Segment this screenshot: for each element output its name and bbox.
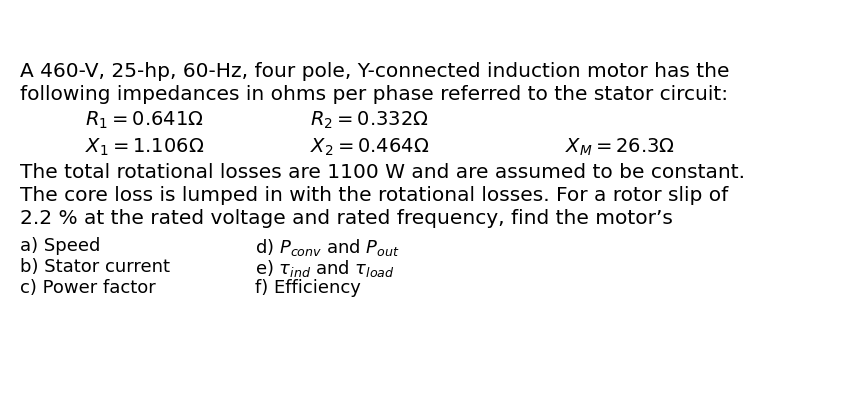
Text: $R_2 = 0.332\Omega$: $R_2 = 0.332\Omega$ — [310, 110, 429, 131]
Text: The core loss is lumped in with the rotational losses. For a rotor slip of: The core loss is lumped in with the rota… — [20, 186, 728, 205]
Text: b) Stator current: b) Stator current — [20, 258, 170, 276]
Text: e) $\tau_{ind}$ and $\tau_{load}$: e) $\tau_{ind}$ and $\tau_{load}$ — [255, 258, 395, 279]
Text: f) Efficiency: f) Efficiency — [255, 279, 361, 297]
Text: d) $P_{conv}$ and $P_{out}$: d) $P_{conv}$ and $P_{out}$ — [255, 237, 400, 258]
Text: The total rotational losses are 1100 W and are assumed to be constant.: The total rotational losses are 1100 W a… — [20, 163, 745, 182]
Text: $X_M = 26.3\Omega$: $X_M = 26.3\Omega$ — [565, 137, 675, 158]
Text: A 460-V, 25-hp, 60-Hz, four pole, Y-connected induction motor has the: A 460-V, 25-hp, 60-Hz, four pole, Y-conn… — [20, 62, 729, 81]
Text: $R_1 = 0.641\Omega$: $R_1 = 0.641\Omega$ — [85, 110, 204, 131]
Text: a) Speed: a) Speed — [20, 237, 100, 255]
Text: $X_1 = 1.106\Omega$: $X_1 = 1.106\Omega$ — [85, 137, 204, 158]
Text: c) Power factor: c) Power factor — [20, 279, 156, 297]
Text: following impedances in ohms per phase referred to the stator circuit:: following impedances in ohms per phase r… — [20, 85, 728, 104]
Text: 2.2 % at the rated voltage and rated frequency, find the motor’s: 2.2 % at the rated voltage and rated fre… — [20, 209, 673, 228]
Text: $X_2 = 0.464\Omega$: $X_2 = 0.464\Omega$ — [310, 137, 429, 158]
